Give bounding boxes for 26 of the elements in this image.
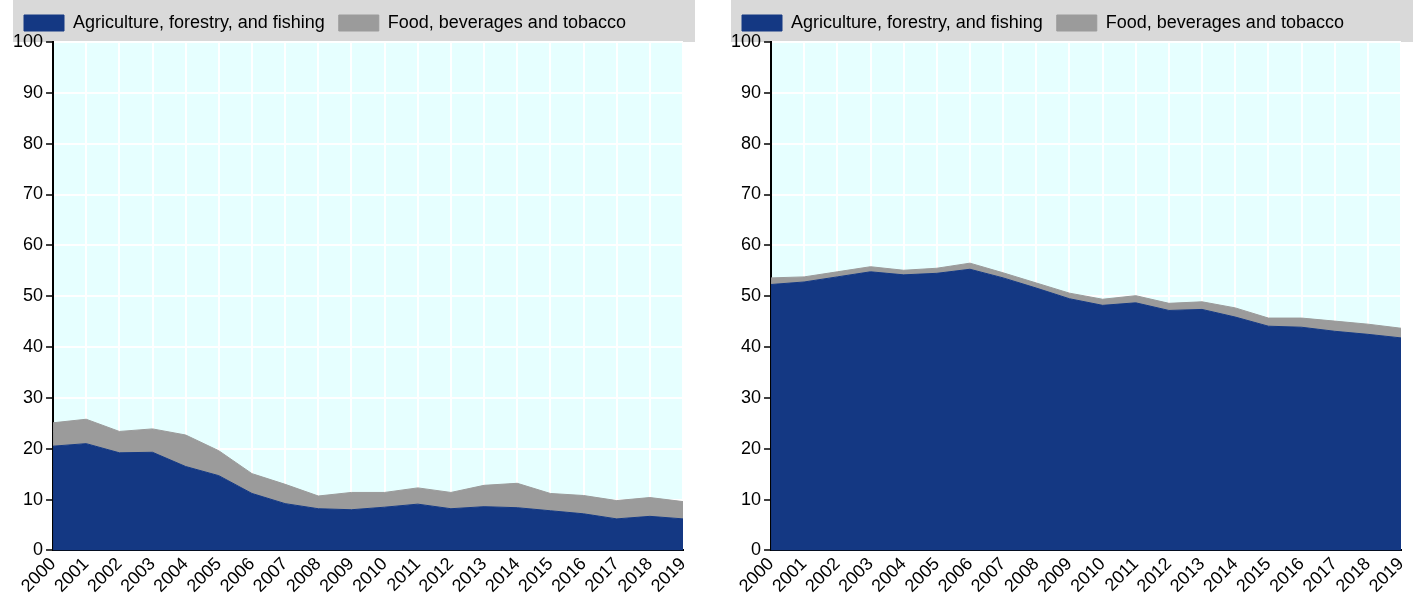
legend-label: Food, beverages and tobacco xyxy=(1105,11,1344,32)
y-tick-label: 40 xyxy=(741,336,762,357)
y-tick-label: 10 xyxy=(741,488,762,509)
y-tick-label: 30 xyxy=(741,386,762,407)
y-tick-label: 30 xyxy=(23,386,44,407)
y-tick-label: 60 xyxy=(741,234,762,255)
y-tick-label: 80 xyxy=(741,132,762,153)
y-tick-label: 50 xyxy=(741,285,762,306)
legend-label: Food, beverages and tobacco xyxy=(387,11,626,32)
y-tick-label: 20 xyxy=(741,437,762,458)
y-tick-label: 0 xyxy=(33,539,44,560)
y-tick-label: 60 xyxy=(23,234,44,255)
y-tick-label: 10 xyxy=(23,488,44,509)
legend-label: Agriculture, forestry, and fishing xyxy=(73,11,325,32)
y-tick-label: 20 xyxy=(23,437,44,458)
legend-label: Agriculture, forestry, and fishing xyxy=(791,11,1043,32)
y-tick-label: 100 xyxy=(12,30,44,51)
y-tick-label: 70 xyxy=(23,183,44,204)
y-tick-label: 40 xyxy=(23,336,44,357)
y-tick-label: 0 xyxy=(751,539,762,560)
y-tick-label: 100 xyxy=(730,30,762,51)
y-tick-label: 90 xyxy=(23,81,44,102)
y-tick-label: 80 xyxy=(23,132,44,153)
y-tick-label: 50 xyxy=(23,285,44,306)
y-tick-label: 90 xyxy=(741,81,762,102)
y-tick-label: 70 xyxy=(741,183,762,204)
